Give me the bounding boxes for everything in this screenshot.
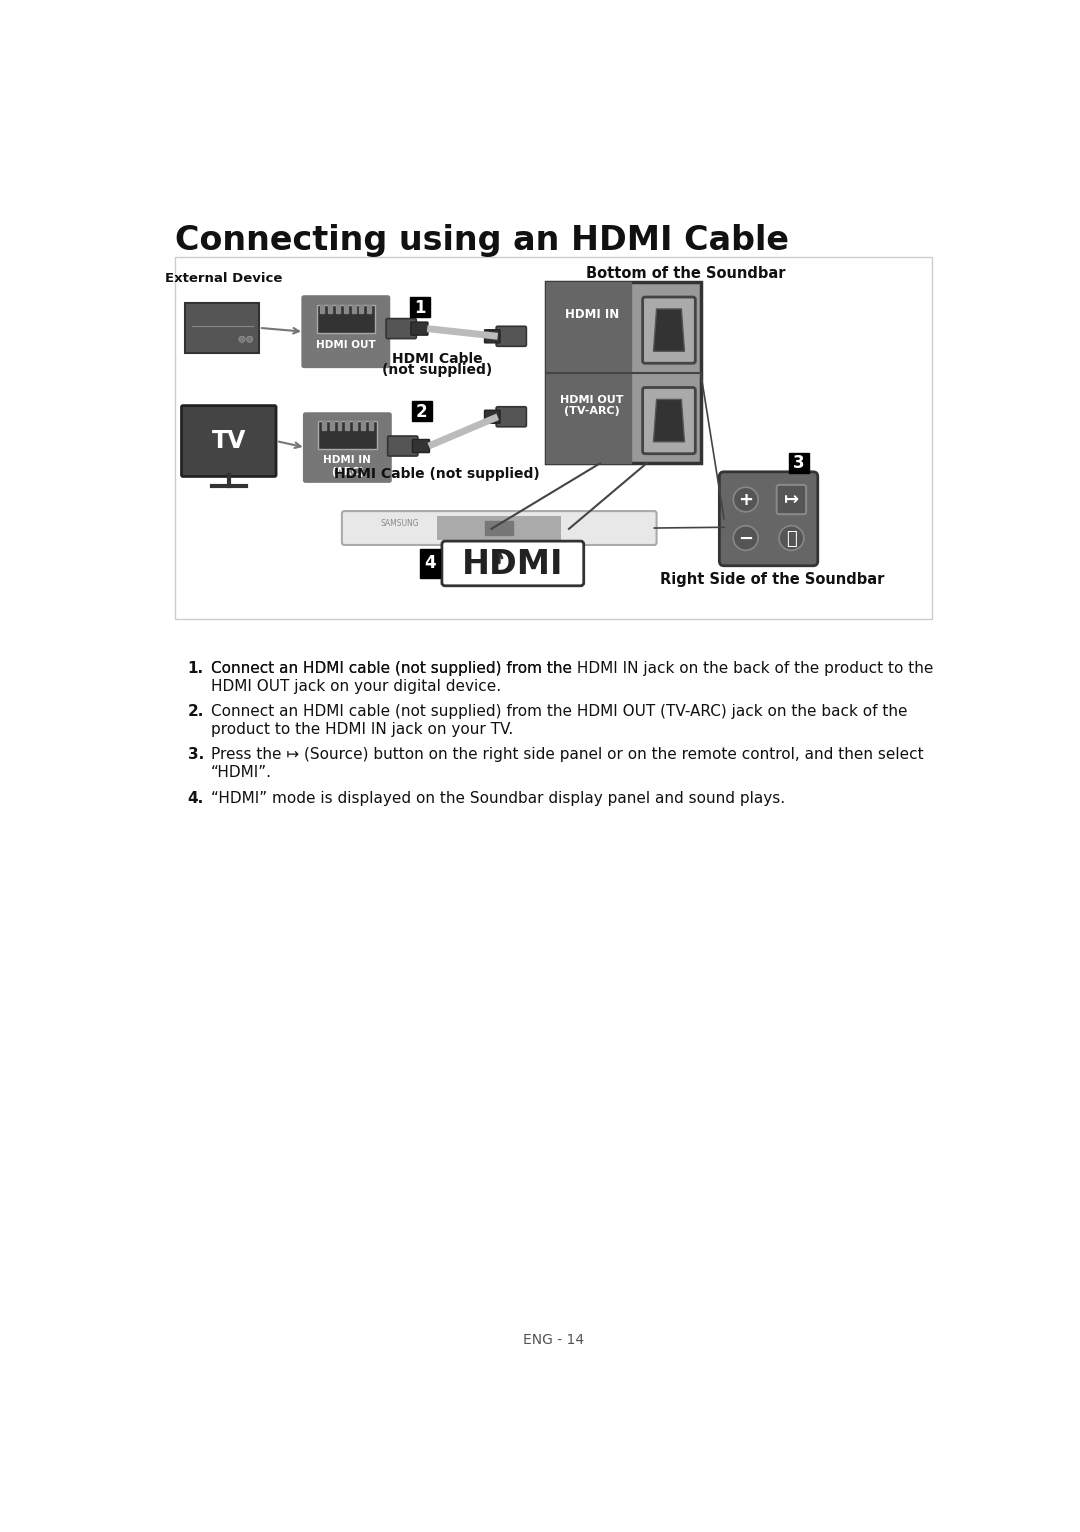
FancyBboxPatch shape xyxy=(496,408,526,427)
Bar xyxy=(420,548,441,578)
Text: Connect an HDMI cable (not supplied) from the HDMI OUT (TV-ARC) jack on the back: Connect an HDMI cable (not supplied) fro… xyxy=(211,705,907,737)
Text: ↦: ↦ xyxy=(784,492,799,509)
Bar xyxy=(321,305,324,313)
Text: Connect an HDMI cable (not supplied) from the HDMI IN jack on the back of the pr: Connect an HDMI cable (not supplied) fro… xyxy=(211,662,933,694)
Bar xyxy=(336,305,340,313)
Bar xyxy=(367,305,372,313)
Bar xyxy=(410,297,430,317)
Bar xyxy=(343,305,348,313)
Bar xyxy=(338,421,341,429)
FancyBboxPatch shape xyxy=(437,516,562,539)
Bar xyxy=(329,421,334,429)
Circle shape xyxy=(733,525,758,550)
Text: 1: 1 xyxy=(415,299,426,317)
FancyBboxPatch shape xyxy=(175,257,932,619)
Text: HDMI Cable: HDMI Cable xyxy=(392,352,483,366)
Text: SAMSUNG: SAMSUNG xyxy=(381,519,419,529)
FancyBboxPatch shape xyxy=(342,512,657,545)
FancyBboxPatch shape xyxy=(496,326,526,346)
Text: HDMI: HDMI xyxy=(462,548,564,582)
Bar xyxy=(789,452,809,472)
Bar xyxy=(411,401,432,421)
FancyBboxPatch shape xyxy=(388,437,418,457)
Text: →: → xyxy=(784,492,799,509)
FancyBboxPatch shape xyxy=(181,406,276,476)
Bar xyxy=(545,282,631,463)
Text: ⏻: ⏻ xyxy=(786,530,797,548)
Text: HDMI IN: HDMI IN xyxy=(565,308,619,322)
FancyBboxPatch shape xyxy=(485,411,500,423)
Text: HDMI OUT
(TV-ARC): HDMI OUT (TV-ARC) xyxy=(561,395,624,417)
FancyBboxPatch shape xyxy=(387,319,416,339)
Text: HDMI OUT: HDMI OUT xyxy=(316,340,376,349)
Text: 4.: 4. xyxy=(188,791,204,806)
Circle shape xyxy=(779,525,804,550)
FancyBboxPatch shape xyxy=(316,305,375,332)
FancyBboxPatch shape xyxy=(643,388,696,453)
Text: External Device: External Device xyxy=(165,273,283,285)
Text: Connect an HDMI cable (not supplied) from the: Connect an HDMI cable (not supplied) fro… xyxy=(211,662,577,676)
Text: +: + xyxy=(739,492,753,509)
Text: “HDMI” mode is displayed on the Soundbar display panel and sound plays.: “HDMI” mode is displayed on the Soundbar… xyxy=(211,791,785,806)
Text: 1.: 1. xyxy=(188,662,204,676)
Text: 2: 2 xyxy=(416,403,428,421)
Text: −: − xyxy=(738,530,753,548)
Bar xyxy=(322,421,326,429)
Text: Bottom of the Soundbar: Bottom of the Soundbar xyxy=(585,267,785,282)
FancyBboxPatch shape xyxy=(442,541,583,585)
Text: HDMI IN
(ARC): HDMI IN (ARC) xyxy=(323,455,372,476)
FancyBboxPatch shape xyxy=(186,303,259,354)
Text: HDMI Cable (not supplied): HDMI Cable (not supplied) xyxy=(335,467,540,481)
Bar xyxy=(369,421,373,429)
Bar xyxy=(360,305,363,313)
FancyBboxPatch shape xyxy=(485,329,500,343)
FancyBboxPatch shape xyxy=(545,282,701,463)
Circle shape xyxy=(239,336,245,342)
Text: TV: TV xyxy=(212,429,246,453)
Text: Right Side of the Soundbar: Right Side of the Soundbar xyxy=(660,571,885,587)
Text: 4: 4 xyxy=(424,555,436,573)
Bar xyxy=(346,421,349,429)
FancyBboxPatch shape xyxy=(719,472,818,565)
Bar xyxy=(485,521,513,535)
FancyBboxPatch shape xyxy=(643,297,696,363)
Text: Press the ↦ (Source) button on the right side panel or on the remote control, an: Press the ↦ (Source) button on the right… xyxy=(211,748,923,780)
Text: 3.: 3. xyxy=(188,748,204,763)
Polygon shape xyxy=(653,309,685,351)
FancyBboxPatch shape xyxy=(410,322,428,336)
Bar xyxy=(353,421,357,429)
Text: ENG - 14: ENG - 14 xyxy=(523,1333,584,1347)
Circle shape xyxy=(246,336,253,342)
Text: 2.: 2. xyxy=(188,705,204,720)
FancyBboxPatch shape xyxy=(777,486,806,515)
FancyBboxPatch shape xyxy=(413,440,430,452)
Bar xyxy=(328,305,333,313)
Polygon shape xyxy=(653,400,685,441)
Circle shape xyxy=(733,487,758,512)
FancyBboxPatch shape xyxy=(303,414,391,483)
FancyBboxPatch shape xyxy=(318,421,377,449)
Text: 3: 3 xyxy=(794,455,805,472)
Text: (not supplied): (not supplied) xyxy=(382,363,492,377)
Circle shape xyxy=(779,487,804,512)
Bar xyxy=(352,305,355,313)
Bar xyxy=(361,421,365,429)
Text: Connecting using an HDMI Cable: Connecting using an HDMI Cable xyxy=(175,224,789,257)
FancyBboxPatch shape xyxy=(302,296,389,368)
